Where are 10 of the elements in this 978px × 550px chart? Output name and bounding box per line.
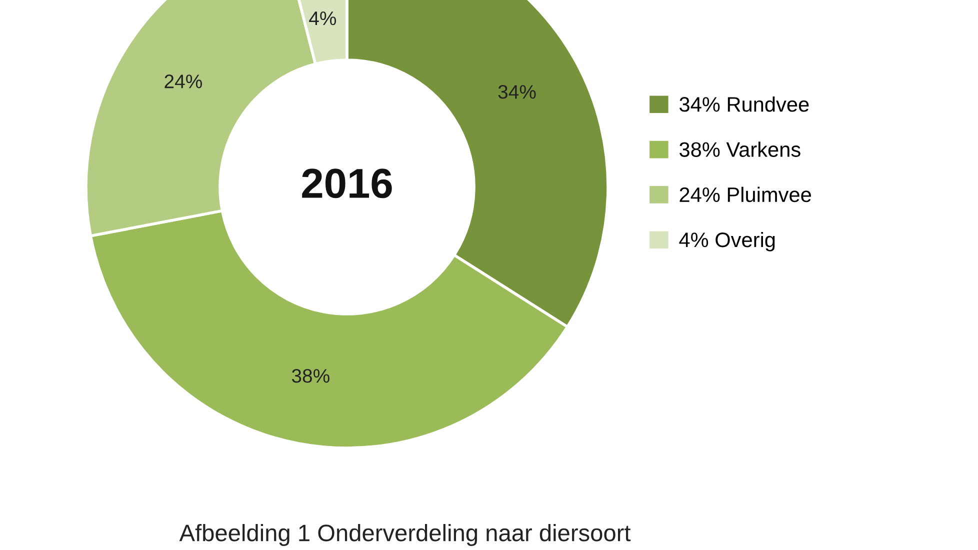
- text: Afbeelding 1 Onderverdeling naar diersoort: [179, 524, 631, 546]
- legend-label: 4% Overig: [679, 232, 775, 252]
- data-label: 24%: [164, 74, 202, 88]
- legend-label: 24% Pluimvee: [680, 186, 811, 202]
- data-label: 34%: [498, 84, 536, 99]
- data-label: 38%: [292, 369, 330, 383]
- legend-label: 34% Rundvee: [680, 96, 809, 112]
- legend-label: 38% Varkens: [680, 142, 800, 157]
- text: 2016: [302, 168, 392, 198]
- data-label: 4%: [309, 12, 336, 26]
